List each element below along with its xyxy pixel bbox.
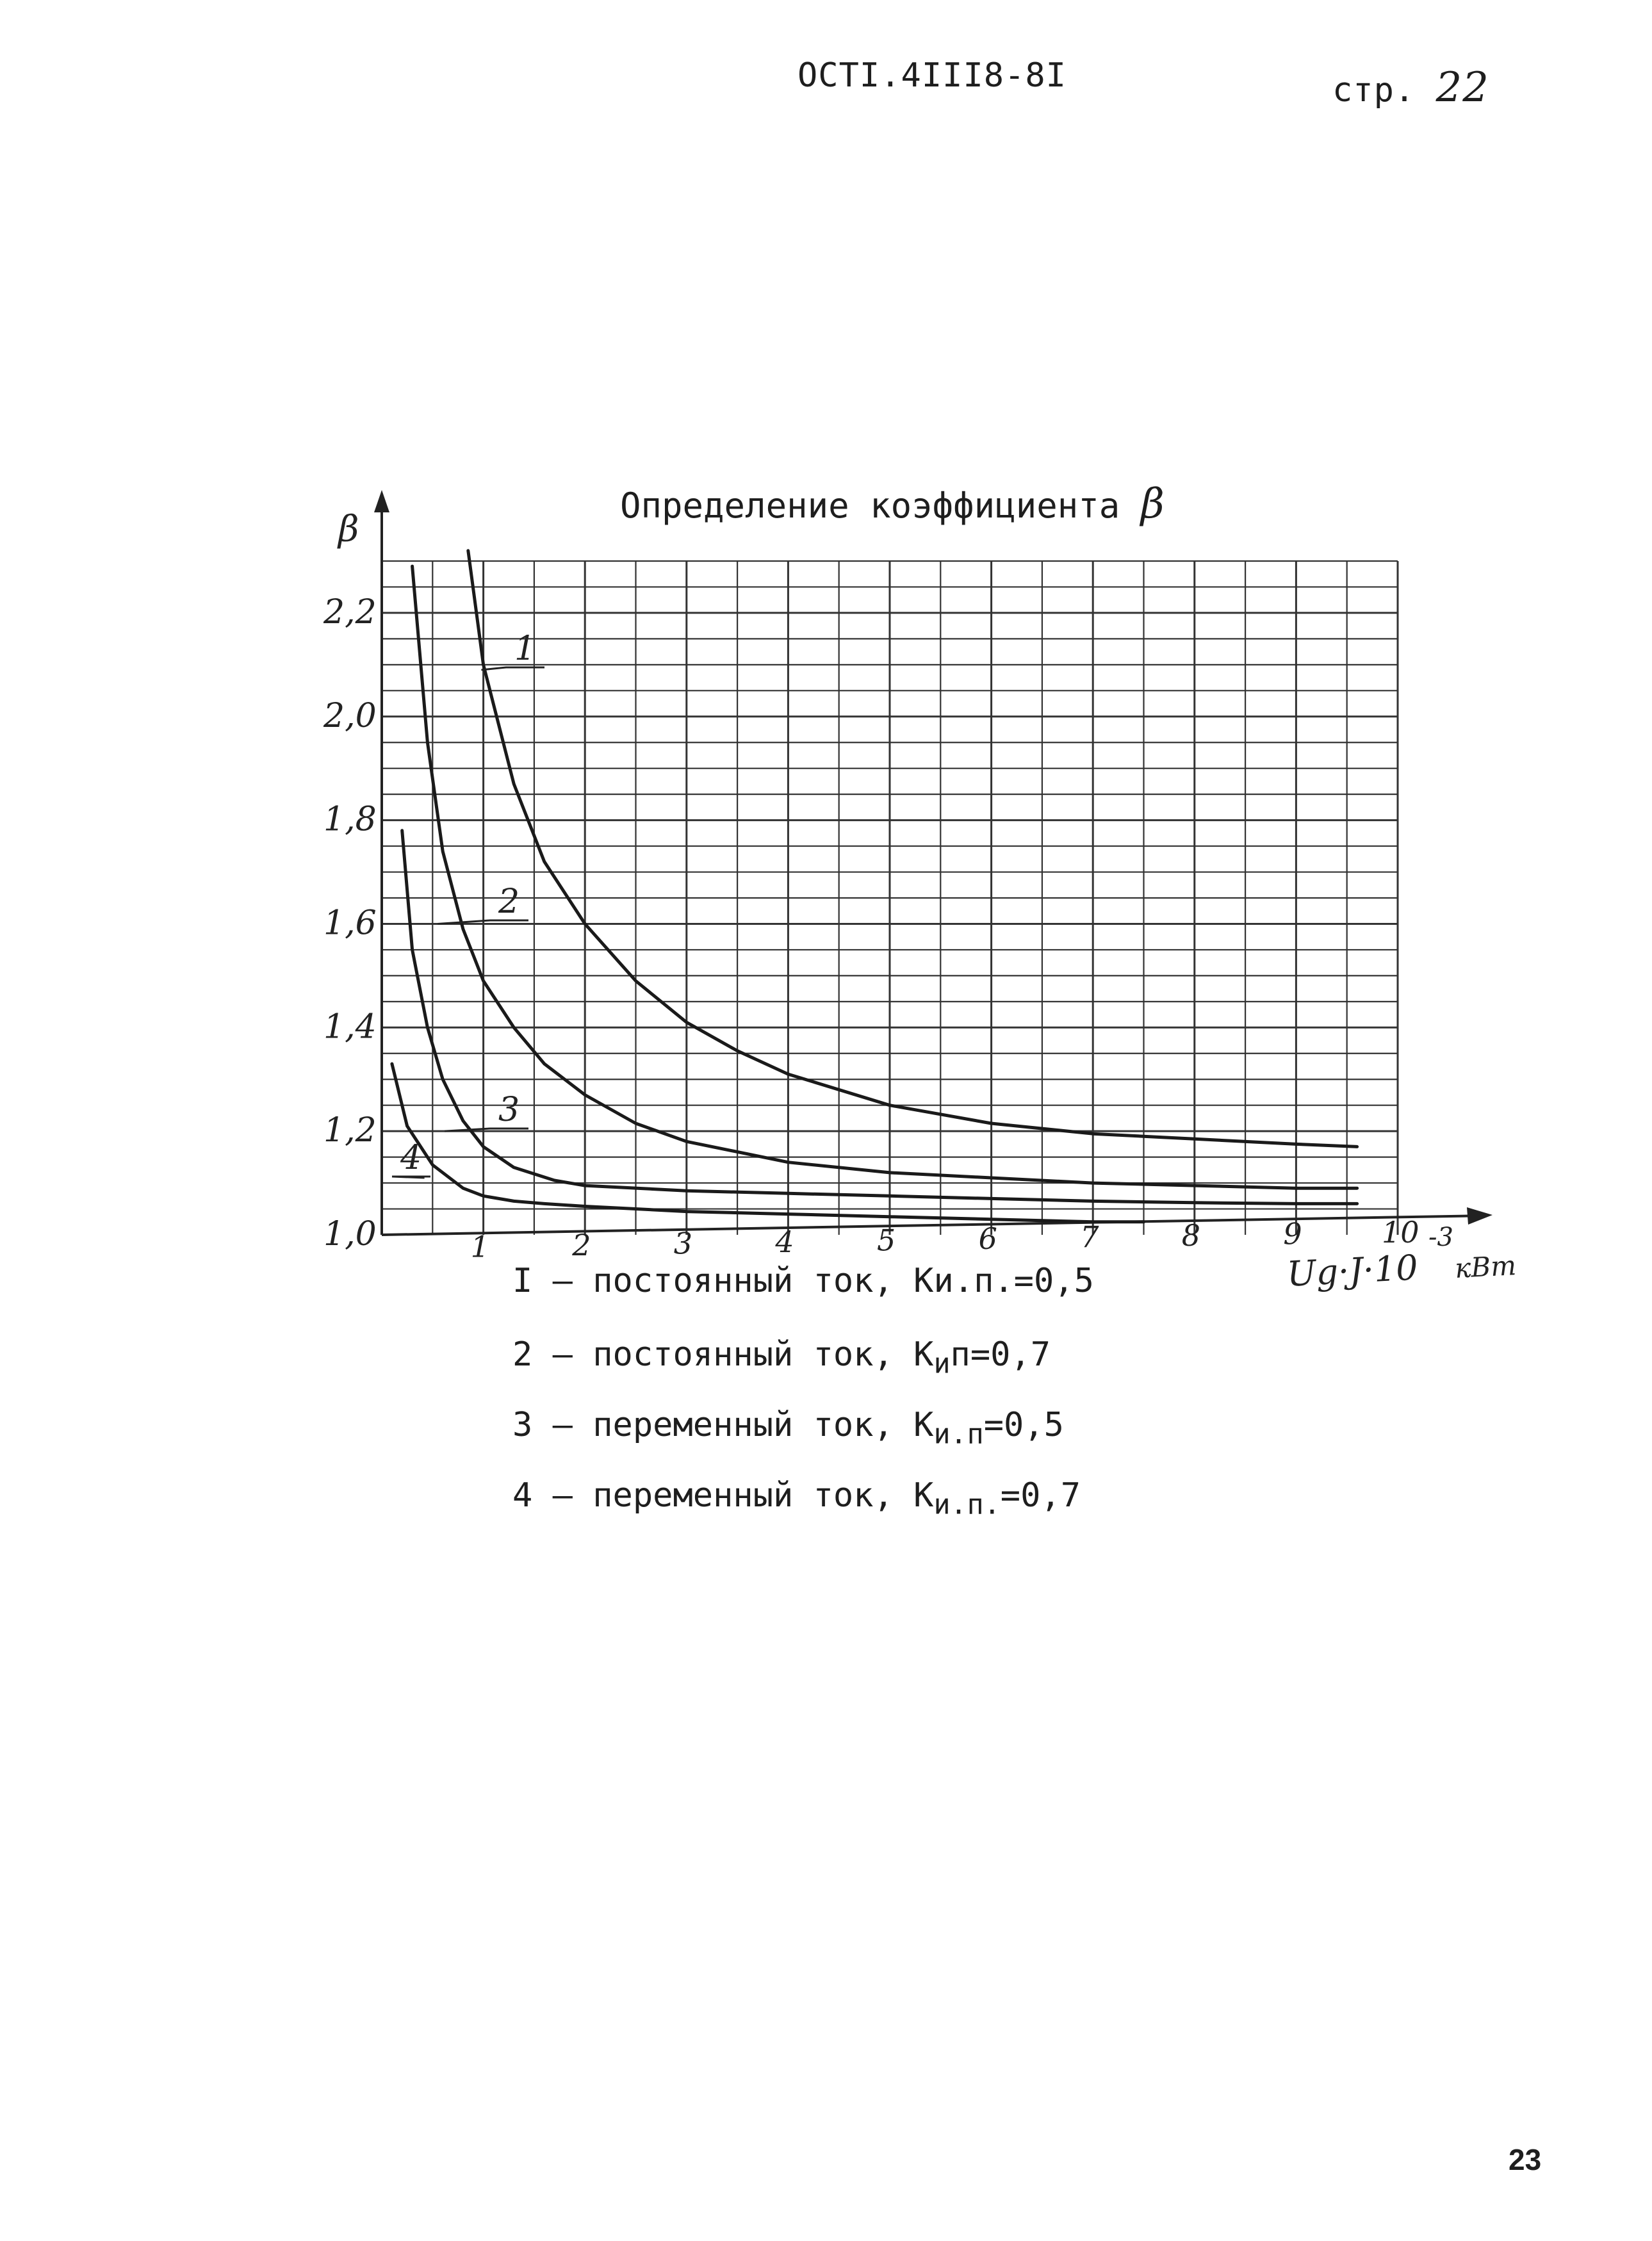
legend-item-1: I – постоянный ток, Ки.п.=0,5 [512,1262,1094,1300]
series-label-1: 1 [514,630,536,668]
series [390,549,1359,1224]
x-tick-label: 3 [674,1226,692,1261]
x-axis-line [381,1214,1487,1236]
legend-item-3: 3 – переменный ток, Ки.п=0,5 [512,1406,1064,1450]
legend-text: – постоянный ток, Ки.п.=0,5 [552,1262,1094,1300]
series-label-2: 2 [498,883,519,921]
series-leader-4 [391,1175,430,1179]
x-axis-unit: кВт [1454,1250,1517,1284]
page-label-text: стр. [1332,71,1416,110]
series-curve-3 [400,829,1359,1205]
x-tick-label: 5 [877,1223,896,1258]
legend-item-2: 2 – постоянный ток, Кип=0,7 [512,1335,1051,1380]
x-tick-label: 2 [571,1228,591,1262]
legend-subscript: и.п. [933,1488,1001,1521]
y-tick-label: 1,2 [323,1111,377,1150]
chart-title: Определение коэффициента β [620,480,1165,528]
x-tick-label: 10 [1382,1215,1419,1250]
legend-subscript: и [933,1348,951,1380]
footer-page-number: 23 [1509,2143,1542,2176]
chart-title-symbol: β [1140,480,1165,528]
y-tick-label: 2,2 [323,593,377,632]
legend-number: 3 [512,1406,533,1444]
x-axis-title-exponent: -3 [1428,1223,1453,1252]
legend-text-rest: =0,5 [983,1406,1064,1444]
series-label-3: 3 [498,1091,519,1129]
legend-number: I [512,1262,533,1300]
y-tick-label: 1,0 [323,1215,377,1253]
axes [374,490,1493,1236]
legend-text: – переменный ток, К [552,1406,934,1444]
y-tick-label: 1,4 [323,1007,377,1046]
page-number-handwritten: 22 [1435,64,1489,111]
document-code: ОСТI.4III8-8I [797,56,1067,95]
y-axis-title: β [337,509,359,550]
x-tick-label: 7 [1080,1220,1099,1255]
legend-text: – постоянный ток, К [552,1335,934,1374]
x-tick-label: 1 [471,1230,489,1264]
series-curve-2 [411,564,1359,1190]
y-axis-arrow [374,490,389,512]
x-axis-arrow [1467,1207,1493,1225]
legend-text-rest: =0,7 [1000,1476,1081,1515]
chart-title-text: Определение коэффициента [620,485,1120,526]
tick-labels: 1,0 1,2 1,4 1,6 1,8 2,0 2,2 1 2 3 4 5 6 7 8 9 10 [323,593,1419,1264]
legend-number: 2 [512,1335,533,1374]
beta-chart: 1,0 1,2 1,4 1,6 1,8 2,0 2,2 1 2 3 4 5 6 7 8 9 10 1 2 3 4 β U… [323,490,1517,1294]
x-axis-title: Ug·J·10 [1286,1247,1419,1294]
legend-item-4: 4 – переменный ток, Ки.п.=0,7 [512,1476,1081,1520]
x-tick-label: 4 [774,1225,794,1259]
y-tick-label: 1,6 [323,904,377,942]
grid [382,560,1399,1235]
legend-text: – переменный ток, К [552,1476,934,1515]
series-curve-1 [466,549,1359,1148]
series-label-4: 4 [400,1139,421,1177]
legend-subscript: и.п [933,1418,984,1451]
series-leader-1 [481,666,544,671]
series-leader-2 [438,919,528,925]
legend-text-rest: п=0,7 [950,1335,1051,1374]
series-curve-4 [390,1062,1145,1224]
x-tick-label: 9 [1283,1217,1302,1251]
series-leader-3 [445,1127,528,1132]
y-tick-label: 2,0 [323,697,377,735]
y-tick-label: 1,8 [323,801,377,839]
series-labels: 1 2 3 4 [391,630,544,1179]
x-tick-label: 6 [979,1221,997,1256]
legend-number: 4 [512,1476,533,1515]
x-tick-label: 8 [1182,1218,1200,1253]
page-label: стр. 22 [1332,64,1489,111]
